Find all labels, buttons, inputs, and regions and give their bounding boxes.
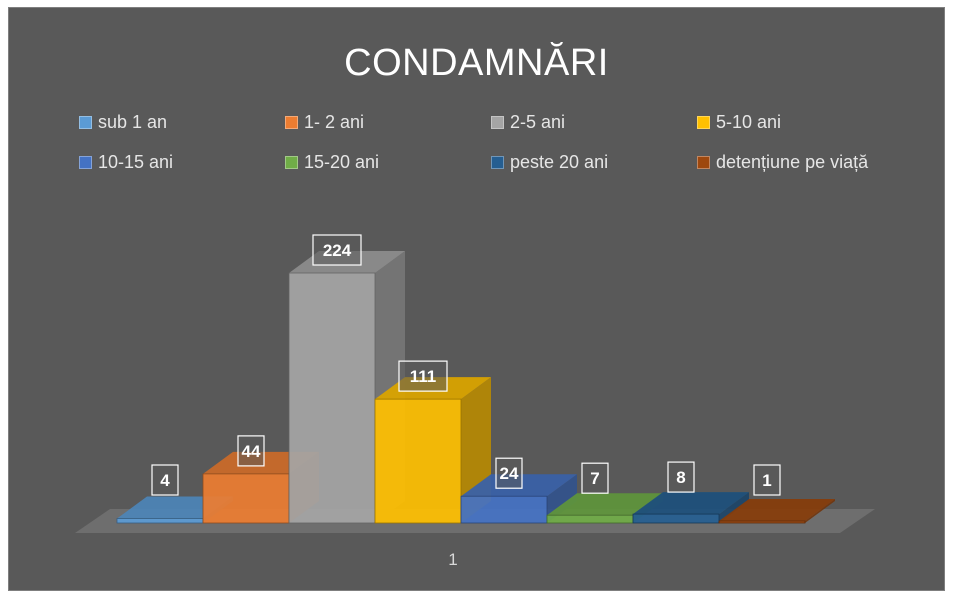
data-label-box bbox=[398, 360, 448, 392]
data-label-text: 1 bbox=[762, 471, 771, 490]
legend-item: detențiune pe viață bbox=[697, 152, 868, 173]
data-label-box bbox=[151, 464, 179, 496]
legend-swatch bbox=[697, 156, 710, 169]
legend-swatch bbox=[491, 156, 504, 169]
legend-swatch bbox=[79, 116, 92, 129]
data-label-text: 7 bbox=[590, 469, 599, 488]
bar-7 bbox=[632, 492, 749, 524]
legend-label: 1- 2 ani bbox=[304, 112, 365, 132]
legend-item: sub 1 an bbox=[79, 112, 167, 133]
bar-front bbox=[288, 272, 376, 524]
legend-item: peste 20 ani bbox=[491, 152, 608, 173]
data-label: 4 bbox=[151, 464, 179, 496]
legend-label: 15-20 ani bbox=[304, 152, 380, 172]
bar-side bbox=[805, 499, 835, 523]
legend-label: 5-10 ani bbox=[716, 112, 782, 132]
bar-top bbox=[547, 493, 663, 516]
data-label-box bbox=[581, 462, 609, 494]
data-label: 1 bbox=[753, 464, 781, 496]
data-label-text: 24 bbox=[500, 464, 519, 483]
legend-label: 10-15 ani bbox=[98, 152, 174, 172]
legend-swatch bbox=[491, 116, 504, 129]
data-label-box bbox=[667, 461, 695, 493]
data-label: 24 bbox=[495, 457, 523, 489]
legend-item: 10-15 ani bbox=[79, 152, 173, 173]
bar-4 bbox=[374, 377, 491, 524]
data-label: 7 bbox=[581, 462, 609, 494]
bar-front bbox=[202, 473, 290, 524]
legend-swatch bbox=[285, 116, 298, 129]
bar-8 bbox=[718, 499, 835, 524]
legend-item: 15-20 ani bbox=[285, 152, 379, 173]
bar-top bbox=[719, 499, 835, 521]
data-label-text: 8 bbox=[676, 468, 685, 487]
data-label-text: 111 bbox=[410, 367, 437, 386]
data-label-box bbox=[312, 234, 362, 266]
legend-label: sub 1 an bbox=[98, 112, 168, 132]
data-label: 224 bbox=[312, 234, 362, 266]
data-label-text: 4 bbox=[160, 471, 170, 490]
bar-front bbox=[460, 495, 548, 524]
data-label-box bbox=[753, 464, 781, 496]
legend-swatch bbox=[285, 156, 298, 169]
legend-swatch bbox=[697, 116, 710, 129]
bar-front bbox=[546, 514, 634, 524]
legend-label: 2-5 ani bbox=[510, 112, 566, 132]
x-tick-label: 1 bbox=[448, 550, 457, 569]
bar-front bbox=[116, 518, 204, 524]
data-label-box bbox=[495, 457, 523, 489]
bar-front bbox=[632, 513, 720, 524]
data-label: 111 bbox=[398, 360, 448, 392]
legend-item: 5-10 ani bbox=[697, 112, 781, 133]
legend-item: 1- 2 ani bbox=[285, 112, 364, 133]
bar-front bbox=[718, 520, 806, 524]
data-label-box bbox=[237, 435, 265, 467]
data-label-text: 44 bbox=[242, 442, 261, 461]
legend-item: 2-5 ani bbox=[491, 112, 565, 133]
bar-front bbox=[374, 398, 462, 524]
data-label: 44 bbox=[237, 435, 265, 467]
legend-label: peste 20 ani bbox=[510, 152, 609, 172]
legend-swatch bbox=[79, 156, 92, 169]
bar-top bbox=[633, 492, 749, 515]
data-label-text: 224 bbox=[323, 241, 352, 260]
data-label: 8 bbox=[667, 461, 695, 493]
bar-side bbox=[719, 492, 749, 523]
legend-label: detențiune pe viață bbox=[716, 152, 869, 172]
chart-title: CONDAMNĂRI bbox=[344, 42, 609, 84]
